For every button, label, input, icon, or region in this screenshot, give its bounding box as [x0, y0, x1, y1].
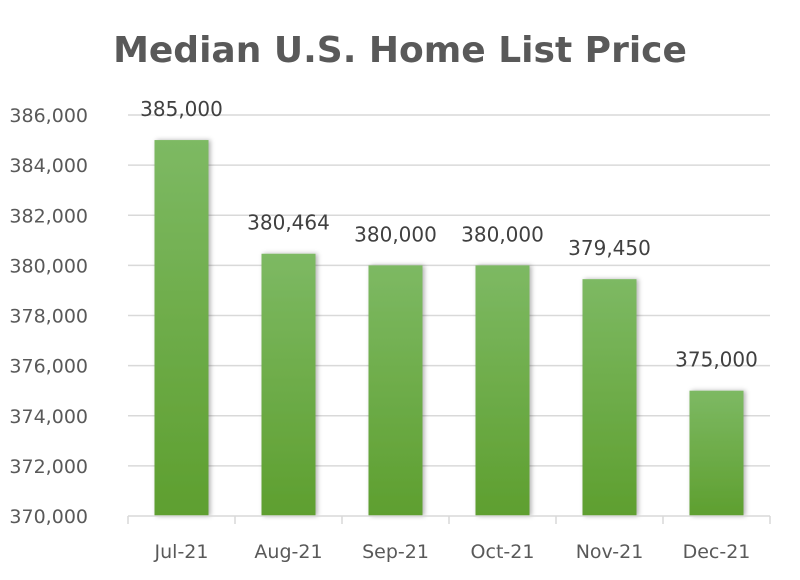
y-tick-label: 384,000 — [9, 155, 88, 177]
bar-Sep-21 — [368, 265, 423, 516]
bar-Dec-21 — [689, 390, 744, 516]
x-tick-label: Sep-21 — [362, 541, 429, 563]
bar-Jul-21 — [154, 140, 209, 516]
y-tick-label: 380,000 — [9, 255, 88, 277]
y-tick-label: 382,000 — [9, 205, 88, 227]
bar-Aug-21 — [261, 253, 316, 516]
chart-title: Median U.S. Home List Price — [113, 30, 687, 71]
y-tick-label: 378,000 — [9, 306, 88, 328]
data-label: 380,000 — [461, 222, 544, 246]
y-tick-label: 376,000 — [9, 356, 88, 378]
y-tick-label: 374,000 — [9, 406, 88, 428]
data-label: 380,464 — [247, 211, 330, 235]
data-label: 379,450 — [568, 236, 651, 260]
bar-Oct-21 — [475, 265, 530, 516]
data-label: 385,000 — [140, 97, 223, 121]
x-tick-label: Oct-21 — [471, 541, 535, 563]
data-label: 380,000 — [354, 222, 437, 246]
bar-Nov-21 — [582, 279, 637, 516]
x-tick-label: Nov-21 — [576, 541, 644, 563]
data-label: 375,000 — [675, 348, 758, 372]
x-tick-label: Jul-21 — [154, 541, 209, 563]
y-tick-label: 386,000 — [9, 105, 88, 127]
x-tick-label: Dec-21 — [683, 541, 751, 563]
x-tick-label: Aug-21 — [254, 541, 322, 563]
y-tick-label: 372,000 — [9, 456, 88, 478]
y-tick-label: 370,000 — [9, 506, 88, 528]
